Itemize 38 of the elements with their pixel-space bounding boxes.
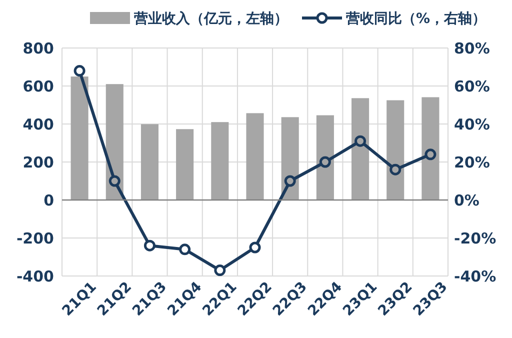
point	[424, 148, 436, 160]
bar	[176, 129, 194, 200]
point	[179, 244, 191, 256]
point	[108, 175, 120, 187]
y-tick-label: 0	[44, 191, 54, 210]
legend-label: 营收同比（%，右轴）	[345, 10, 486, 27]
point	[284, 175, 296, 187]
bar	[211, 122, 229, 200]
y-tick-label: -400	[16, 267, 54, 286]
bar	[106, 84, 124, 200]
point	[354, 135, 366, 147]
bar	[281, 117, 299, 200]
point	[319, 156, 331, 168]
y-tick-label: 400	[22, 115, 54, 134]
bar	[316, 115, 334, 200]
legend-label: 营业收入（亿元，左轴）	[133, 10, 288, 27]
bar	[422, 97, 440, 200]
point	[74, 65, 86, 77]
y-tick-label: 800	[22, 39, 54, 58]
y-tick-label: 200	[22, 153, 54, 172]
y2-tick-label: 60%	[454, 77, 490, 96]
y2-tick-label: 80%	[454, 39, 490, 58]
point	[214, 264, 226, 276]
bar	[352, 98, 370, 200]
bar	[246, 113, 264, 200]
y2-tick-label: -20%	[454, 229, 496, 248]
bar	[140, 124, 158, 200]
point	[249, 242, 261, 254]
y2-tick-label: -40%	[454, 267, 496, 286]
y2-tick-label: 20%	[454, 153, 490, 172]
y-tick-label: 600	[22, 77, 54, 96]
y2-tick-label: 0%	[454, 191, 480, 210]
bar	[70, 76, 88, 200]
point	[144, 240, 156, 252]
y2-tick-label: 40%	[454, 115, 490, 134]
point	[390, 164, 402, 176]
bar	[386, 100, 404, 200]
y-tick-label: -200	[16, 229, 54, 248]
